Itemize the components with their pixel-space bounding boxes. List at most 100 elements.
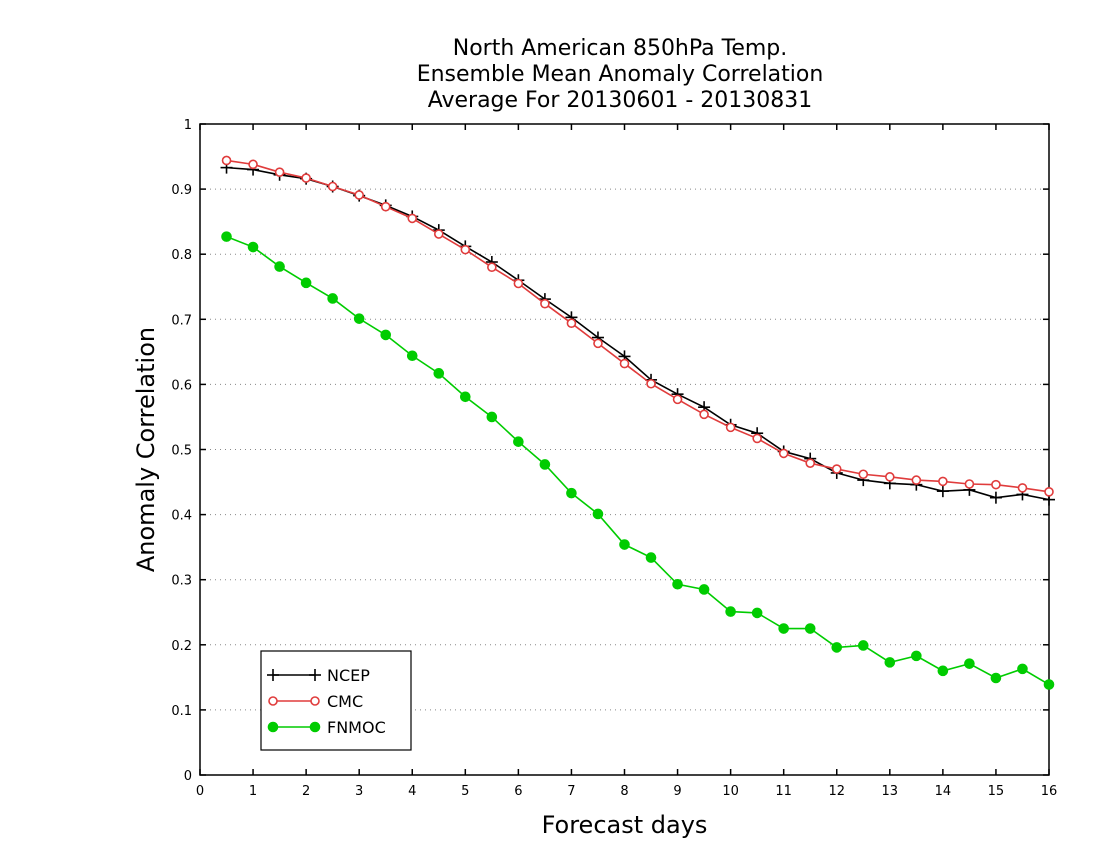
x-tick-label: 8 [620,784,628,799]
x-tick-label: 13 [882,784,899,799]
data-point-fnmoc [566,487,577,499]
series-line-fnmoc [226,235,1050,686]
x-tick-label: 2 [302,784,310,799]
x-tick-label: 3 [355,784,363,799]
series-layer [220,155,1055,690]
legend: NCEP CMC FNMOC [260,650,412,751]
data-point-fnmoc [1017,663,1028,675]
y-tick-label: 0.6 [171,378,192,393]
x-tick-label: 7 [567,784,575,799]
data-point-fnmoc [247,241,259,253]
chart-title-line-3: Average For 20130601 - 20130831 [427,88,813,113]
legend-item-ncep: NCEP [267,666,370,685]
data-point-cmc [991,479,1001,490]
x-tick-label: 16 [1041,784,1058,799]
data-point-cmc [380,201,391,212]
x-axis-title: Forecast days [542,811,708,839]
x-tick-label: 11 [775,784,792,799]
data-point-cmc [513,278,524,289]
data-point-cmc [407,213,418,224]
data-point-fnmoc [486,411,498,423]
legend-item-fnmoc: FNMOC [267,718,386,737]
data-point-fnmoc [1043,679,1055,690]
data-point-cmc [433,229,444,239]
axis-ticks: 00.10.20.30.40.50.60.70.80.910 1 2 3 4 5 6 7 8 9 1… [171,118,1057,799]
y-tick-label: 0.4 [171,509,192,524]
data-point-cmc [460,244,471,255]
x-tick-label: 15 [988,784,1005,799]
data-point-cmc [831,464,842,474]
series-fnmoc [221,231,1055,690]
data-point-cmc [938,476,948,487]
grid-lines [200,188,1049,711]
data-point-fnmoc [274,261,285,272]
x-tick-label: 9 [673,784,681,799]
data-point-fnmoc [672,578,683,590]
data-point-fnmoc [406,350,418,362]
data-point-fnmoc [884,657,896,668]
x-tick-label: 1 [249,784,257,799]
chart-title-line-2: Ensemble Mean Anomaly Correlation [416,62,824,87]
data-point-cmc [858,469,869,480]
legend-item-cmc: CMC [268,692,363,711]
data-point-fnmoc [645,552,657,563]
data-point-fnmoc [513,436,524,447]
data-point-fnmoc [433,368,445,379]
legend-label: FNMOC [327,718,386,737]
y-tick-label: 0.3 [171,574,192,589]
y-tick-label: 0.9 [171,183,192,198]
data-point-cmc [805,458,816,468]
data-point-cmc [778,448,789,459]
chart-title-line-1: North American 850hPa Temp. [452,36,788,61]
legend-marker [309,669,321,681]
data-point-fnmoc [937,665,949,677]
data-point-fnmoc [831,642,843,653]
data-point-fnmoc [804,623,816,634]
data-point-fnmoc [221,231,232,242]
y-tick-label: 0.8 [171,248,192,263]
data-point-cmc [1044,487,1054,497]
y-tick-label: 0.5 [171,444,192,459]
data-point-cmc [593,338,603,349]
legend-marker [268,696,278,706]
data-point-fnmoc [460,391,471,403]
x-tick-label: 5 [461,784,469,799]
data-point-fnmoc [539,459,551,470]
legend-label: NCEP [327,666,370,685]
legend-marker [267,669,279,681]
data-point-fnmoc [778,623,789,634]
x-tick-label: 12 [828,784,845,799]
data-point-fnmoc [353,313,365,324]
data-point-fnmoc [300,277,312,289]
data-point-cmc [619,358,630,369]
data-point-cmc [964,479,975,489]
y-tick-label: 0.1 [171,704,192,719]
legend-marker [310,696,320,706]
data-point-cmc [566,318,577,329]
data-point-cmc [1017,483,1028,493]
data-point-fnmoc [751,607,763,619]
data-point-fnmoc [725,606,736,617]
data-point-ncep [989,491,1002,504]
data-point-cmc [354,190,364,200]
x-tick-label: 6 [514,784,522,799]
data-point-cmc [699,409,709,420]
y-tick-label: 0 [184,769,192,784]
data-point-ncep [936,485,949,498]
legend-marker [309,721,321,733]
data-point-cmc [221,155,232,166]
data-point-fnmoc [990,672,1002,684]
y-tick-label: 0.2 [171,639,192,654]
data-point-fnmoc [380,329,392,341]
y-tick-label: 0.7 [171,313,192,328]
data-point-fnmoc [619,539,630,550]
series-ncep [220,161,1055,506]
chart-title: North American 850hPa Temp. Ensemble Mea… [330,36,910,114]
x-tick-label: 0 [196,784,204,799]
data-point-cmc [487,262,497,273]
data-point-cmc [274,167,285,177]
data-point-fnmoc [964,658,975,669]
x-tick-label: 10 [722,784,739,799]
x-tick-label: 14 [935,784,952,799]
